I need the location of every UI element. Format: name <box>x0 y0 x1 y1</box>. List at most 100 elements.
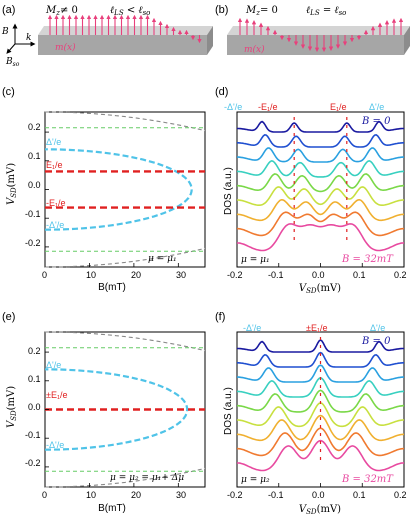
mu-label-c: μ = μ₁ <box>148 254 177 264</box>
b32-label-f: B = 32mT <box>341 474 394 485</box>
level-gray-top <box>45 331 206 352</box>
level-cyan-arc <box>44 148 193 231</box>
level-gray-bottom <box>45 247 206 268</box>
ylabel-d: DOS (a.u.) <box>223 167 234 215</box>
mx-label-b: m(x) <box>244 44 265 55</box>
label-delta-bot-c: -Δ'/e <box>46 220 64 230</box>
ytick-c: -0.1 <box>25 209 41 219</box>
ticks-e <box>44 351 179 487</box>
bso-label: Bso <box>5 57 20 68</box>
top-label-d: -E₁/e <box>258 102 278 112</box>
dos-curve <box>236 427 405 457</box>
panel-c-label: (c) <box>2 86 15 98</box>
top-label-d: Δ'/e <box>369 102 384 112</box>
dos-curve <box>236 223 405 252</box>
dos-curve <box>236 198 405 222</box>
xtick-d: -0.1 <box>268 270 284 280</box>
xtick-f: -0.2 <box>227 490 243 500</box>
xtick-f: 0.2 <box>394 490 407 500</box>
magnetization-arrows-b <box>237 17 404 53</box>
panel-b: (b) Mz= 0 ℓLS = ℓso m(x) <box>215 4 410 55</box>
ytick-e: 0.0 <box>28 402 41 412</box>
xtick-c: 0 <box>42 270 47 280</box>
ytick-c: 0.0 <box>28 180 41 190</box>
panel-f: (f) -Δ'/e ±E₁/e Δ'/e -0.2 -0.1 0.0 0.1 0… <box>215 311 407 516</box>
xlabel-e: B(mT) <box>98 503 126 514</box>
dos-curve <box>237 364 404 383</box>
b32-label-d: B = 32mT <box>341 254 394 265</box>
ytick-c: -0.2 <box>25 238 41 248</box>
dos-curve <box>236 414 405 442</box>
panel-e-label: (e) <box>2 311 15 323</box>
ytick-e: -0.1 <box>25 430 41 440</box>
panel-d: (d) -Δ'/e -E₁/e E₁/e Δ'/e -0.2 -0.1 0.0 … <box>215 86 407 295</box>
mx-label-a: m(x) <box>55 42 76 53</box>
dos-curve <box>237 351 404 368</box>
xtick-d: 0.0 <box>312 270 325 280</box>
dos-curves-d <box>236 117 405 252</box>
ticks-c <box>44 131 179 267</box>
panel-b-label: (b) <box>215 4 228 16</box>
xtick-d: 0.2 <box>394 270 407 280</box>
top-label-f: Δ'/e <box>370 323 385 333</box>
top-label-f: ±E₁/e <box>306 323 328 333</box>
ylabel-e: VSD(mV) <box>6 386 18 428</box>
wire-slab-a <box>38 26 213 55</box>
dos-curve <box>237 133 404 148</box>
label-delta-bot-e: -Δ'/e <box>46 440 64 450</box>
xtick-e: 20 <box>131 490 141 500</box>
ytick-e: 0.1 <box>28 374 41 384</box>
level-gray-top <box>45 111 206 132</box>
energy-levels-e <box>44 331 206 488</box>
label-e1-e: ±E₁/e <box>46 390 68 400</box>
panel-b-mz: Mz= 0 <box>245 5 278 17</box>
dos-curve <box>237 120 404 133</box>
label-e1-bot-c: -E₁/e <box>46 198 66 208</box>
top-label-f: -Δ'/e <box>243 323 261 333</box>
ylabel-f: DOS (a.u.) <box>223 387 234 435</box>
xtick-d: -0.2 <box>227 270 243 280</box>
ytick-c: 0.2 <box>28 122 41 132</box>
panel-f-label: (f) <box>215 311 225 323</box>
dos-curve <box>237 173 404 193</box>
panel-a-mz: Mz≠ 0 <box>45 5 78 17</box>
dos-curve <box>237 389 404 413</box>
level-cyan-arc <box>44 368 189 451</box>
panel-b-length-relation: ℓLS = ℓso <box>306 5 346 17</box>
xtick-c: 10 <box>86 270 96 280</box>
dos-curve <box>237 160 404 178</box>
xlabel-f: VSD(mV) <box>299 504 341 516</box>
ytick-e: -0.2 <box>25 458 41 468</box>
xtick-f: 0.1 <box>353 490 366 500</box>
mu-label-e: μ = μ₂ = μ₁+ Δμ <box>110 473 184 483</box>
label-delta-top-c: Δ'/e <box>46 137 61 147</box>
xtick-f: 0.0 <box>312 490 325 500</box>
panel-e: (e) 0.2 0.1 0.0 -0.1 -0.2 0 10 20 30 B(m… <box>2 311 206 514</box>
ytick-e: 0.2 <box>28 346 41 356</box>
xlabel-c: B(mT) <box>98 282 126 293</box>
xtick-e: 10 <box>86 490 96 500</box>
panel-a-label: (a) <box>2 4 15 16</box>
xtick-c: 30 <box>176 270 186 280</box>
dos-curve <box>236 439 405 472</box>
top-label-d: E₁/e <box>330 102 347 112</box>
panel-a: (a) Mz≠ 0 ℓLS < ℓso B k Bso m(x) <box>1 4 213 68</box>
panel-a-length-relation: ℓLS < ℓso <box>110 5 150 17</box>
label-delta-top-e: Δ'/e <box>46 360 61 370</box>
ticks-d <box>236 263 405 267</box>
dos-curve <box>237 402 404 428</box>
dos-curves-f <box>236 337 405 472</box>
xlabel-d: VSD(mV) <box>299 283 341 295</box>
xtick-d: 0.1 <box>353 270 366 280</box>
magnetization-arrows-a <box>47 14 202 44</box>
panel-c: (c) 0.2 0.1 0.0 -0.1 -0.2 0 10 20 30 B(m… <box>2 86 206 293</box>
top-label-d: -Δ'/e <box>224 102 242 112</box>
ytick-c: 0.1 <box>28 151 41 161</box>
b0-label-f: B = 0 <box>361 336 391 347</box>
panel-d-label: (d) <box>215 86 228 98</box>
energy-levels-c <box>44 111 206 268</box>
k-label: k <box>26 33 31 43</box>
axes-triad: B k Bso <box>1 23 36 68</box>
dos-curve <box>237 186 404 206</box>
